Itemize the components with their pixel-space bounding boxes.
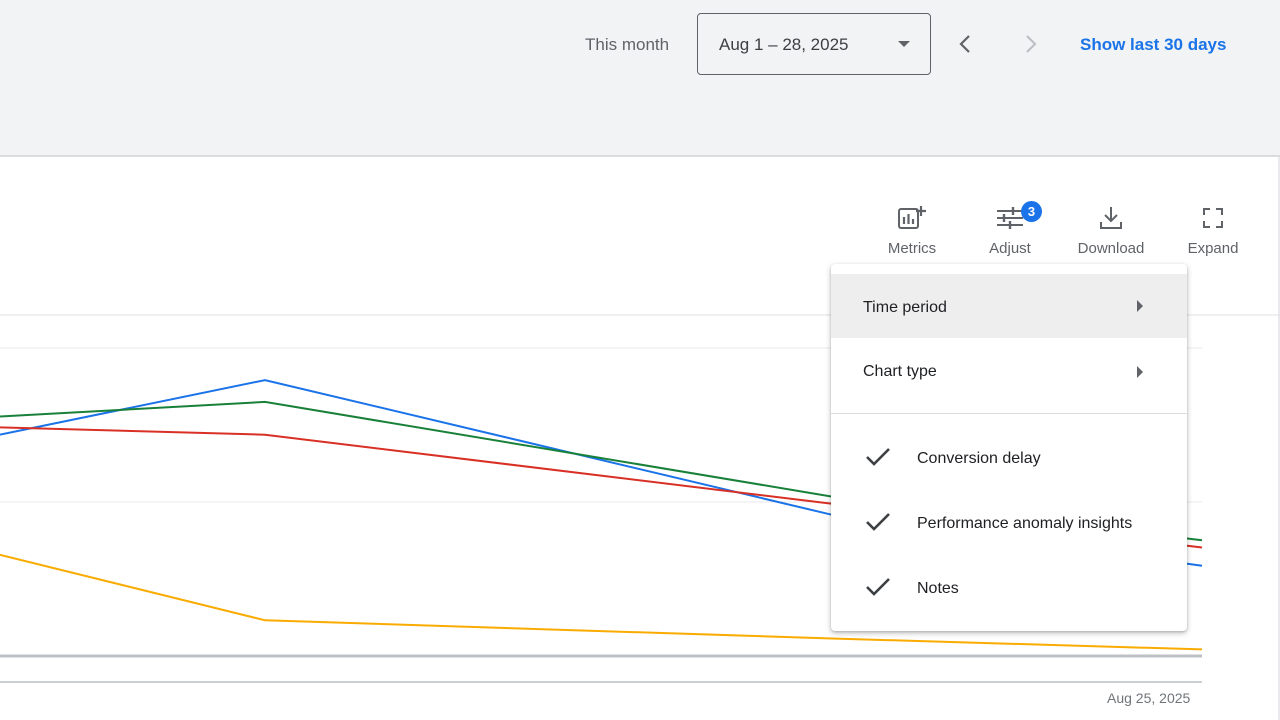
metrics-button[interactable]: Metrics (872, 205, 952, 265)
expand-label: Expand (1187, 240, 1239, 257)
download-button[interactable]: Download (1071, 205, 1151, 265)
date-range-dropdown[interactable]: Aug 1 – 28, 2025 (697, 13, 931, 75)
menu-item-conversion-delay[interactable]: Conversion delay (831, 429, 1187, 489)
next-period-button[interactable] (1016, 30, 1044, 58)
chevron-right-icon (1026, 35, 1037, 53)
caret-down-icon (898, 41, 910, 47)
submenu-arrow-icon (1137, 366, 1143, 378)
header-divider (0, 155, 1280, 157)
x-axis-end-label: Aug 25, 2025 (1107, 690, 1191, 706)
menu-item-anomaly-insights[interactable]: Performance anomaly insights (831, 494, 1187, 554)
fullscreen-icon (1203, 208, 1223, 228)
menu-item-chart-type[interactable]: Chart type (831, 340, 1187, 404)
metrics-label: Metrics (887, 240, 937, 257)
menu-item-notes[interactable]: Notes (831, 559, 1187, 619)
checkmark-icon (866, 513, 890, 531)
checkmark-icon (866, 578, 890, 596)
chevron-left-icon (959, 35, 970, 53)
adjust-count-badge: 3 (1021, 201, 1042, 222)
date-toolbar: This month Aug 1 – 28, 2025 Show last 30… (0, 0, 1280, 155)
previous-period-button[interactable] (952, 30, 980, 58)
submenu-arrow-icon (1137, 300, 1143, 312)
add-chart-icon (898, 206, 926, 229)
expand-button[interactable]: Expand (1173, 205, 1253, 265)
show-last-30-days-link[interactable]: Show last 30 days (1080, 35, 1227, 54)
notes-label: Notes (917, 580, 959, 597)
conversion-delay-label: Conversion delay (917, 450, 1041, 467)
tune-icon (997, 207, 1023, 229)
menu-item-time-period[interactable]: Time period (831, 274, 1187, 338)
checkmark-icon (866, 448, 890, 466)
adjust-button[interactable]: Adjust (970, 205, 1050, 265)
download-label: Download (1077, 240, 1145, 257)
anomaly-insights-label: Performance anomaly insights (917, 515, 1133, 532)
download-icon (1100, 207, 1122, 229)
period-label: This month (585, 35, 670, 54)
panel-edge (1278, 157, 1280, 720)
adjust-menu: Time period Chart type Conversion delay … (831, 264, 1187, 631)
date-range-value: Aug 1 – 28, 2025 (719, 35, 849, 54)
adjust-label: Adjust (989, 240, 1031, 257)
time-period-label: Time period (863, 299, 947, 316)
menu-divider (831, 413, 1187, 414)
chart-type-label: Chart type (863, 363, 937, 380)
